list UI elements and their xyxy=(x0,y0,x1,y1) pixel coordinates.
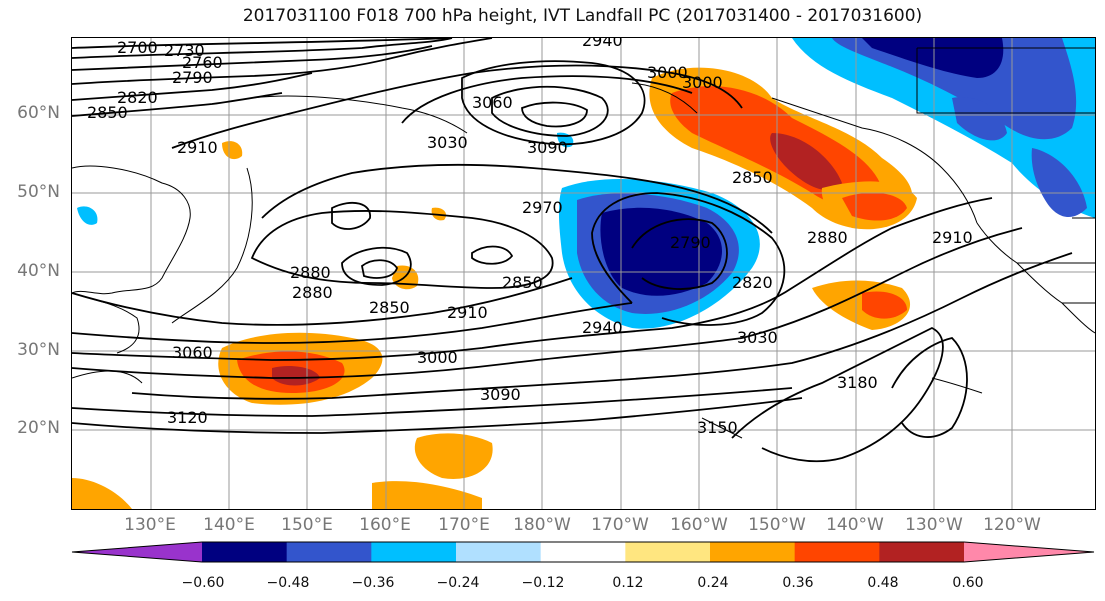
colorbar-swatch xyxy=(879,542,965,562)
lon-label-160w: 160°W xyxy=(670,515,728,535)
contour-label: 2940 xyxy=(582,318,623,337)
lon-label-140w: 140°W xyxy=(826,515,884,535)
colorbar-swatch xyxy=(540,542,626,562)
lon-label-150w: 150°W xyxy=(748,515,806,535)
lon-label-170w: 170°W xyxy=(591,515,649,535)
contour-label: 2730 xyxy=(164,41,205,60)
contour-label: 3090 xyxy=(527,138,568,157)
colorbar-tick: −0.48 xyxy=(266,575,310,591)
contour-label: 2820 xyxy=(732,273,773,292)
coastlines xyxy=(72,47,1095,439)
contour-labels: 2700 2730 2760 2790 2820 2850 2910 2940 … xyxy=(87,38,973,437)
colorbar-tick: −0.60 xyxy=(181,575,225,591)
contour-label: 3090 xyxy=(480,385,521,404)
lon-label-180w: 180°W xyxy=(513,515,571,535)
contour-label: 3000 xyxy=(417,348,458,367)
lat-label-40n: 40°N xyxy=(17,261,60,281)
contour-label: 2820 xyxy=(117,88,158,107)
colorbar-tick: 0.48 xyxy=(867,575,899,591)
colorbar-tick: 0.12 xyxy=(612,575,644,591)
contour-label: 3030 xyxy=(427,133,468,152)
colorbar-swatch xyxy=(72,542,202,562)
contour-label: 3150 xyxy=(697,418,738,437)
contour-label: 2940 xyxy=(582,38,623,50)
lon-label-160e: 160°E xyxy=(359,515,411,535)
contour-label: 2880 xyxy=(807,228,848,247)
lon-label-150e: 150°E xyxy=(281,515,333,535)
contour-label: 2850 xyxy=(87,103,128,122)
lat-label-60n: 60°N xyxy=(17,103,60,123)
contour-label: 2880 xyxy=(292,283,333,302)
colorbar-swatch xyxy=(202,542,288,562)
contour-label: 3060 xyxy=(472,93,513,112)
colorbar-tick: −0.12 xyxy=(521,575,565,591)
contour-label: 2880 xyxy=(290,263,331,282)
colorbar-tick: 0.24 xyxy=(697,575,729,591)
lat-label-50n: 50°N xyxy=(17,182,60,202)
contour-label: 2790 xyxy=(670,233,711,252)
colorbar-swatch xyxy=(625,542,711,562)
colorbar-swatches xyxy=(71,541,1095,563)
colorbar-outline xyxy=(71,541,1095,563)
contour-label: 3030 xyxy=(737,328,778,347)
lon-label-140e: 140°E xyxy=(203,515,255,535)
colorbar-tick: 0.60 xyxy=(952,575,984,591)
contour-label: 2910 xyxy=(447,303,488,322)
lon-label-130e: 130°E xyxy=(124,515,176,535)
contour-label: 2700 xyxy=(117,38,158,57)
contour-label: 2970 xyxy=(522,198,563,217)
map-title: 2017031100 F018 700 hPa height, IVT Land… xyxy=(242,6,923,26)
contour-label: 2760 xyxy=(182,53,223,72)
contour-label: 3060 xyxy=(172,343,213,362)
colorbar-swatch xyxy=(286,542,372,562)
contour-label: 3000 xyxy=(647,63,688,82)
contour-label: 2790 xyxy=(172,68,213,87)
colorbar-tick: −0.36 xyxy=(351,575,395,591)
contour-label: 2850 xyxy=(502,273,543,292)
contour-label: 3180 xyxy=(837,373,878,392)
contour-label: 2850 xyxy=(369,298,410,317)
lat-label-30n: 30°N xyxy=(17,340,60,360)
lon-label-120w: 120°W xyxy=(983,515,1041,535)
colorbar-tick: −0.24 xyxy=(436,575,480,591)
colorbar-tick: 0.36 xyxy=(782,575,814,591)
lon-label-170e: 170°E xyxy=(438,515,490,535)
colorbar xyxy=(71,541,1095,567)
map-panel: 2700 2730 2760 2790 2820 2850 2910 2940 … xyxy=(71,37,1096,510)
colorbar-swatch xyxy=(794,542,880,562)
contour-label: 2910 xyxy=(932,228,973,247)
colorbar-swatch xyxy=(371,542,457,562)
colorbar-swatch xyxy=(964,542,1094,562)
ivt-negative-shading xyxy=(77,38,1095,329)
height-contours xyxy=(72,38,1073,463)
graticule xyxy=(72,38,1095,509)
lat-label-20n: 20°N xyxy=(17,418,60,438)
contour-label: 2850 xyxy=(732,168,773,187)
colorbar-swatch xyxy=(710,542,796,562)
map-canvas: 2700 2730 2760 2790 2820 2850 2910 2940 … xyxy=(72,38,1095,509)
contour-label: 3120 xyxy=(167,408,208,427)
contour-label: 3000 xyxy=(682,73,723,92)
contour-label: 2910 xyxy=(177,138,218,157)
lon-label-130w: 130°W xyxy=(905,515,963,535)
colorbar-swatch xyxy=(456,542,542,562)
